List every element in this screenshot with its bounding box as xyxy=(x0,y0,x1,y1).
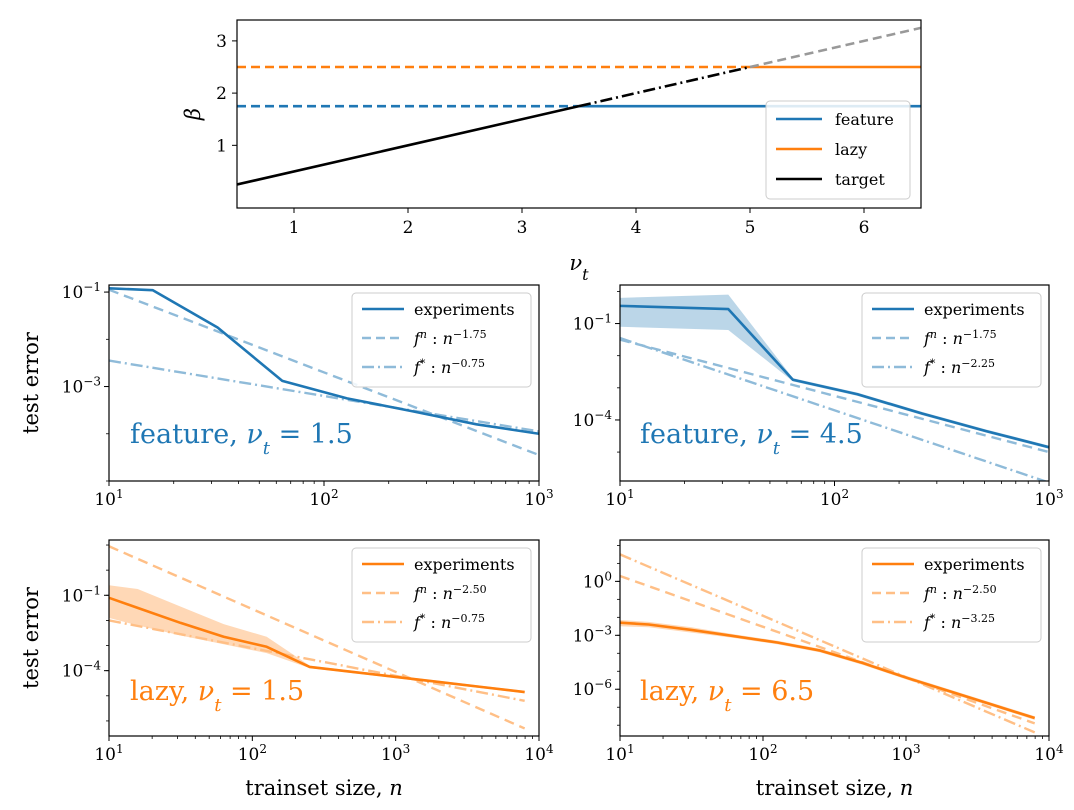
y-tick-label: 2 xyxy=(216,84,227,104)
x-tick-label: 104 xyxy=(524,742,554,765)
experiments-line xyxy=(620,304,1049,449)
x-tick-label: 2 xyxy=(403,218,414,238)
top-axes-frame xyxy=(236,19,922,209)
legend xyxy=(861,292,1042,388)
legend-frame xyxy=(351,292,532,388)
legend-label-0: experiments xyxy=(414,300,515,319)
y-tick-label: 1 xyxy=(216,136,227,156)
legend-label-feature: feature xyxy=(835,110,894,129)
plot-area-feature-4.5 xyxy=(620,294,1049,481)
fstar-power-law-line xyxy=(109,359,539,433)
legend xyxy=(351,547,532,643)
top-legend: feature lazy target xyxy=(765,100,911,200)
x-tick-label: 103 xyxy=(381,742,410,765)
legend-label-2: f* : n−0.75 xyxy=(413,357,485,378)
target-line-segment-2 xyxy=(749,26,921,69)
top-legend-frame xyxy=(765,100,911,200)
x-tick-label: 103 xyxy=(1034,487,1063,510)
axes-frame xyxy=(619,539,1050,737)
legend-label-0: experiments xyxy=(924,300,1025,319)
legend-label-1: fn : n−1.75 xyxy=(923,328,997,349)
legend-label-1: fn : n−2.50 xyxy=(413,583,487,604)
x-tick-label: 103 xyxy=(891,742,920,765)
top-lines xyxy=(237,26,921,186)
y-tick-label: 10−6 xyxy=(573,677,612,700)
target-line-segment-0 xyxy=(237,104,580,186)
y-tick-label: 10−3 xyxy=(62,375,101,398)
fstar-power-law-line xyxy=(620,553,1036,734)
legend-label-2: f* : n−2.25 xyxy=(923,357,995,378)
x-tick-label: 101 xyxy=(94,487,123,510)
legend-label-1: fn : n−2.50 xyxy=(923,583,997,604)
top-ylabel: β xyxy=(181,108,205,121)
panel-feature-1.5: test error feature, νt = 1.5 xyxy=(19,284,540,486)
legend xyxy=(861,547,1042,643)
experiments-line xyxy=(620,621,1036,720)
legend-frame xyxy=(861,292,1042,388)
legend-label-2: f* : n−0.75 xyxy=(413,612,485,633)
y-tick-label: 100 xyxy=(583,569,612,592)
x-tick-label: 102 xyxy=(748,742,777,765)
fstar-power-law-line xyxy=(620,336,1048,481)
axes-frame xyxy=(108,539,540,737)
panel-feature-4.5: feature, νt = 4.5 xyxy=(615,284,1050,486)
x-tick-label: 102 xyxy=(309,487,338,510)
x-tick-label: 102 xyxy=(820,487,849,510)
legend-frame xyxy=(351,547,532,643)
panel-lazy-1.5: test error trainset size, n lazy, νt = 1.5 xyxy=(19,539,540,800)
legend-label-0: experiments xyxy=(414,555,515,574)
y-axis-label: test error xyxy=(19,331,43,434)
panel-annotation: lazy, νt = 6.5 xyxy=(640,676,814,716)
top-xlabel: νt xyxy=(569,251,589,284)
legend xyxy=(351,292,532,388)
x-tick-label: 5 xyxy=(745,218,756,238)
y-axis-label: test error xyxy=(19,586,43,689)
x-tick-label: 101 xyxy=(94,742,123,765)
fn-power-law-line xyxy=(620,338,1049,454)
legend-label-lazy: lazy xyxy=(835,140,867,159)
x-tick-label: 101 xyxy=(605,487,634,510)
experiments-band xyxy=(620,294,1049,449)
x-tick-label: 3 xyxy=(517,218,528,238)
experiments-line xyxy=(109,596,525,694)
x-tick-label: 102 xyxy=(238,742,267,765)
panel-annotation: feature, νt = 4.5 xyxy=(640,419,863,459)
x-tick-label: 104 xyxy=(1034,742,1064,765)
experiments-band xyxy=(109,585,525,694)
x-tick-label: 4 xyxy=(631,218,642,238)
y-tick-label: 3 xyxy=(216,32,227,52)
plot-area-lazy-1.5 xyxy=(109,545,526,730)
y-tick-label: 10−3 xyxy=(573,623,612,646)
experiments-line xyxy=(109,287,539,436)
target-line-segment-1 xyxy=(578,65,751,108)
plot-area-lazy-6.5 xyxy=(620,553,1036,734)
y-tick-label: 10−4 xyxy=(62,659,102,682)
fn-power-law-line xyxy=(109,545,526,730)
plot-area-feature-1.5 xyxy=(109,287,539,457)
panel-annotation: feature, νt = 1.5 xyxy=(130,419,353,459)
x-tick-label: 6 xyxy=(859,218,870,238)
fn-power-law-line xyxy=(109,288,539,457)
x-axis-label: trainset size, n xyxy=(245,776,402,800)
fn-power-law-line xyxy=(620,574,1036,725)
legend-label-2: f* : n−3.25 xyxy=(923,612,995,633)
y-tick-label: 10−4 xyxy=(573,408,613,431)
legend-label-1: fn : n−1.75 xyxy=(413,328,487,349)
top-plot: 1 2 3 4 5 6 1 2 3 νt β feature lazy target xyxy=(181,19,922,284)
legend-label-0: experiments xyxy=(924,555,1025,574)
legend-frame xyxy=(861,547,1042,643)
x-tick-label: 103 xyxy=(524,487,553,510)
y-tick-label: 10−1 xyxy=(62,583,101,606)
x-axis-label: trainset size, n xyxy=(756,776,913,800)
x-tick-label: 101 xyxy=(605,742,634,765)
fstar-power-law-line xyxy=(109,619,525,702)
panel-annotation: lazy, νt = 1.5 xyxy=(130,676,304,716)
y-tick-label: 10−1 xyxy=(573,312,612,335)
panel-lazy-6.5: trainset size, n lazy, νt = 6.5 xyxy=(615,539,1050,800)
y-tick-label: 10−1 xyxy=(62,280,101,303)
x-tick-label: 1 xyxy=(289,218,300,238)
legend-label-target: target xyxy=(835,170,885,189)
